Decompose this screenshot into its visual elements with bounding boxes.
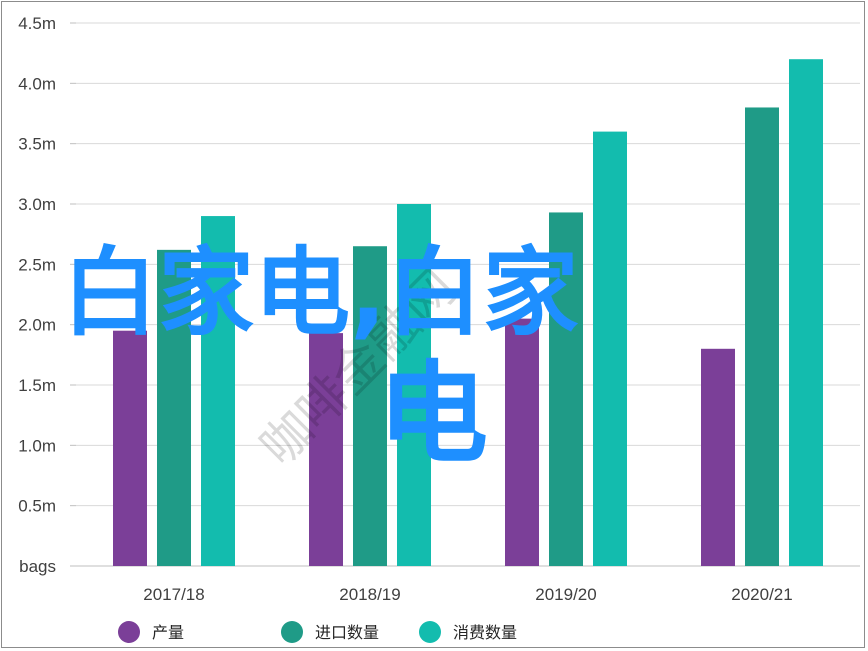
y-tick-label: 3.5m [18, 135, 56, 154]
bar-3-2018-19 [397, 204, 431, 566]
legend: 产量 进口数量 消费数量 [118, 621, 517, 643]
x-tick-label: 2019/20 [535, 585, 596, 604]
y-tick-label: 0.5m [18, 497, 56, 516]
bar-1-2017-18 [113, 330, 147, 566]
x-tick-label: 2017/18 [143, 585, 204, 604]
x-tick-label: 2020/21 [731, 585, 792, 604]
legend-label: 消费数量 [453, 623, 517, 642]
y-tick-label: bags [19, 557, 56, 576]
bar-3-2017-18 [201, 216, 235, 567]
overlay-text-line-2: 电 [378, 350, 488, 478]
legend-label: 进口数量 [315, 623, 379, 642]
y-tick-label: 2.0m [18, 316, 56, 335]
x-axis-tick-labels: 2017/18 2018/19 2019/20 2020/21 [143, 585, 792, 604]
overlay-text-line-1: 白家电,白家 [62, 237, 578, 349]
x-tick-label: 2018/19 [339, 585, 400, 604]
bar-1-2019-20 [505, 318, 539, 566]
y-tick-label: 4.0m [18, 74, 56, 93]
y-axis-tick-labels: bags 0.5m 1.0m 1.5m 2.0m 2.5m 3.0m 3.5m 4.0m 4.5m [18, 14, 56, 576]
bars [113, 59, 823, 567]
y-tick-label: 1.5m [18, 376, 56, 395]
bar-2-2020-21 [745, 107, 779, 566]
y-tick-label: 4.5m [18, 14, 56, 33]
y-tick-label: 1.0m [18, 436, 56, 455]
bar-2-2019-20 [549, 212, 583, 567]
bar-3-2019-20 [593, 131, 627, 566]
bar-1-2020-21 [701, 348, 735, 566]
bar-2-2017-18 [157, 249, 191, 566]
legend-swatch [118, 621, 140, 643]
y-tick-label: 2.5m [18, 255, 56, 274]
bar-3-2020-21 [789, 59, 823, 566]
legend-label: 产量 [152, 623, 184, 642]
bar-1-2018-19 [309, 333, 343, 566]
bar-2-2018-19 [353, 246, 387, 566]
y-tick-label: 3.0m [18, 195, 56, 214]
legend-swatch [281, 621, 303, 643]
legend-swatch [419, 621, 441, 643]
